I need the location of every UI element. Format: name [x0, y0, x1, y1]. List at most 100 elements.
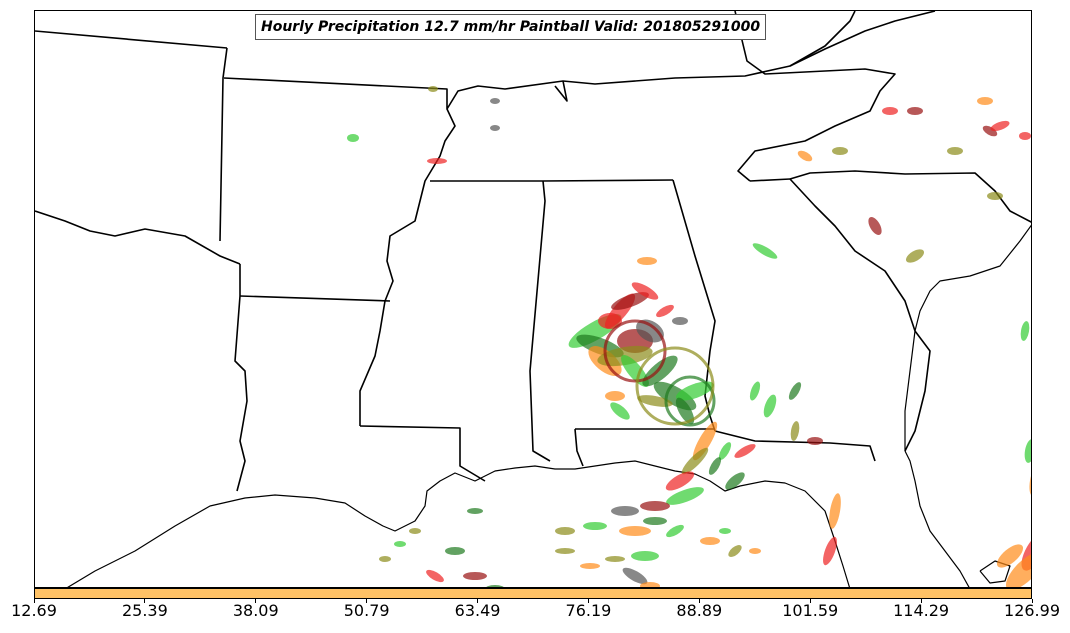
- map-title: Hourly Precipitation 12.7 mm/hr Paintbal…: [255, 14, 767, 40]
- gulf-coastline: [67, 460, 851, 587]
- atlantic-coastline-north: [904, 224, 1031, 451]
- paintball-ring: [664, 375, 716, 427]
- paintball-ring: [635, 346, 715, 426]
- atlantic-coastline: [904, 450, 970, 587]
- boundary-la-ms-south: [359, 425, 486, 482]
- boundary-va-nc-east: [789, 11, 936, 67]
- colorbar-tick: [920, 599, 922, 603]
- paintball-blob: [598, 313, 622, 329]
- paintball-blob: [409, 528, 421, 534]
- paintball-blob: [788, 382, 802, 400]
- boundary-ky-tn: [554, 80, 568, 102]
- paintball-blob: [905, 249, 925, 263]
- paintball-blob: [490, 125, 500, 131]
- colorbar-tick: [587, 599, 589, 603]
- paintball-blob: [605, 556, 625, 562]
- paintball-blob: [728, 545, 742, 557]
- paintball-blob: [637, 257, 657, 265]
- paintball-blob: [990, 120, 1010, 132]
- paintball-blob: [555, 548, 575, 554]
- colorbar-tick-label: 12.69: [11, 601, 57, 620]
- paintball-blob: [486, 585, 504, 587]
- colorbar-tick: [809, 599, 811, 603]
- boundary-mo-ar: [223, 11, 856, 110]
- paintball-blob: [681, 447, 709, 475]
- paintball-blob: [719, 528, 731, 534]
- paintball-blob: [718, 442, 732, 460]
- boundary-ms-al: [529, 180, 551, 462]
- colorbar-tick-label: 101.59: [782, 601, 839, 620]
- precipitation-paintballs: [347, 86, 1031, 587]
- paintball-blob: [490, 98, 500, 104]
- paintball-blob: [708, 457, 722, 475]
- colorbar-tick: [477, 599, 479, 603]
- paintball-blob: [637, 395, 673, 407]
- map-panel: [34, 10, 1032, 588]
- paintball-blob: [467, 508, 483, 514]
- paintball-blob: [427, 158, 447, 164]
- paintball-blob: [987, 192, 1003, 200]
- paintball-blob: [692, 421, 718, 461]
- colorbar-tick: [33, 599, 35, 603]
- paintball-blob: [829, 493, 841, 529]
- paintball-blob: [749, 381, 761, 401]
- state-boundaries: [35, 11, 1031, 587]
- paintball-blob: [463, 572, 487, 580]
- paintball-blob: [611, 292, 649, 310]
- paintball-blob: [982, 125, 998, 137]
- paintball-blob: [868, 216, 882, 236]
- colorbar-tick: [144, 599, 146, 603]
- colorbar-tick: [1031, 599, 1033, 603]
- paintball-blob: [611, 506, 639, 516]
- colorbar-tick-label: 25.39: [121, 601, 168, 620]
- paintball-blob: [631, 551, 659, 561]
- boundary-nc-ga: [749, 178, 791, 182]
- paintball-blob: [426, 569, 444, 583]
- paintball-blob: [640, 582, 660, 587]
- paintball-blob: [996, 544, 1024, 568]
- colorbar-tick-label: 50.79: [343, 601, 390, 620]
- paintball-blob: [555, 527, 575, 535]
- paintball-blob: [749, 548, 761, 554]
- boundary-ga-sc: [789, 178, 931, 452]
- paintball-blob: [832, 147, 848, 155]
- boundary-tx-la: [234, 295, 248, 492]
- boundary-ar-la: [239, 295, 391, 302]
- paintball-blob: [428, 86, 438, 92]
- paintball-blob: [823, 536, 837, 566]
- paintball-blob: [605, 391, 625, 401]
- paintball-blob: [947, 147, 963, 155]
- paintball-blob: [619, 526, 651, 536]
- boundary-ok-ar: [219, 47, 228, 242]
- paintball-blob: [1029, 466, 1031, 496]
- paintball-blob: [675, 397, 695, 425]
- paintball-blob: [394, 541, 406, 547]
- colorbar-tick: [698, 599, 700, 603]
- boundary-tn-nc: [734, 11, 896, 182]
- paintball-blob: [643, 517, 667, 525]
- boundary-nc-sc: [789, 170, 1031, 223]
- paintball-blob: [631, 282, 659, 300]
- paintball-blob: [752, 243, 778, 259]
- paintball-blob: [734, 444, 756, 458]
- colorbar-tick-label: 126.99: [1004, 601, 1060, 620]
- paintball-blob: [347, 134, 359, 142]
- paintball-blob: [666, 487, 704, 505]
- paintball-blob: [1020, 321, 1030, 341]
- boundary-tx-ok: [35, 210, 241, 265]
- boundary-tn-south: [430, 179, 674, 182]
- colorbar-tick-label: 88.89: [676, 601, 723, 620]
- paintball-blob: [636, 319, 664, 343]
- paintball-blob: [580, 563, 600, 569]
- paintball-blob: [672, 317, 688, 325]
- paintball-blob: [379, 556, 391, 562]
- paintball-blob: [1019, 132, 1031, 140]
- paintball-blob: [907, 107, 923, 115]
- colorbar-tick: [366, 599, 368, 603]
- paintball-blob: [445, 547, 465, 555]
- paintball-blob: [622, 567, 648, 585]
- paintball-blob: [665, 471, 695, 491]
- paintball-blob: [610, 402, 630, 420]
- paintball-blob: [763, 394, 777, 418]
- boundary-ga-fl: [714, 430, 876, 462]
